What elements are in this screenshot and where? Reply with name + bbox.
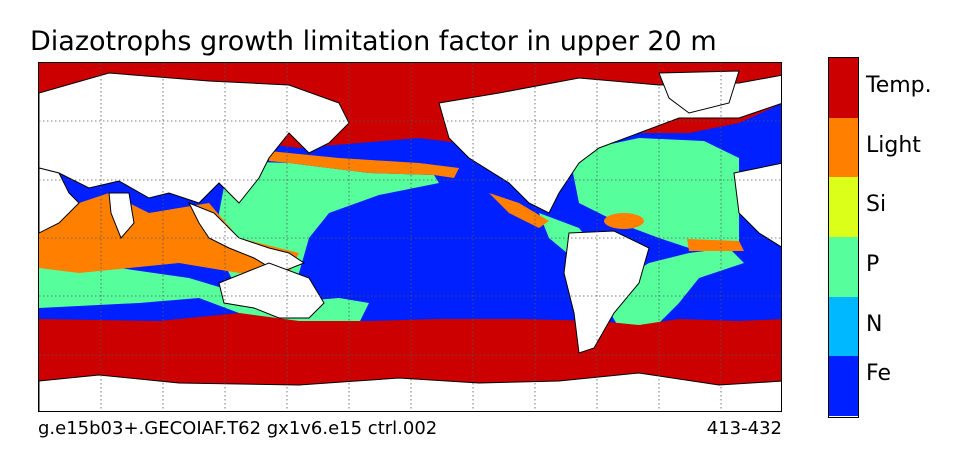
- p-region-north-atlantic: [569, 138, 739, 248]
- map-panel: [38, 62, 782, 412]
- colorbar-label-temp: Temp.: [866, 72, 932, 98]
- land-layer: [39, 70, 781, 411]
- light-region-north-pacific: [269, 151, 459, 178]
- light-region-atlantic: [489, 193, 549, 228]
- run-id-caption: g.e15b03+.GECOIAF.T62 gx1v6.e15 ctrl.002: [38, 418, 438, 439]
- colorbar-label-light: Light: [866, 132, 921, 158]
- colorbar-segment-light: [829, 117, 858, 178]
- colorbar-label-fe: Fe: [866, 361, 891, 387]
- colorbar-segment-temp: [829, 58, 858, 119]
- light-region-indian: [39, 193, 299, 273]
- colorbar-label-n: N: [866, 311, 883, 337]
- graticule: [39, 63, 781, 411]
- colorbar-label-p: P: [866, 251, 880, 277]
- colorbar-segment-p: [829, 237, 858, 298]
- map-title: Diazotrophs growth limitation factor in …: [30, 26, 717, 57]
- land-india: [108, 192, 135, 239]
- land-south-america: [563, 230, 650, 354]
- colorbar: [828, 57, 859, 418]
- light-region-atlantic-south: [687, 239, 744, 251]
- light-region-atlantic-spot: [604, 213, 644, 229]
- land-eurasia: [39, 72, 350, 204]
- p-region-south-atlantic: [599, 248, 744, 328]
- global-ocean-map: [39, 63, 781, 411]
- colorbar-segment-si: [829, 177, 858, 238]
- colorbar-segment-n: [829, 296, 858, 357]
- land-southeast-asia: [187, 202, 306, 274]
- colorbar-segment-fe: [829, 356, 858, 417]
- land-west-africa: [733, 162, 781, 248]
- land-australia: [218, 262, 325, 319]
- colorbar-label-si: Si: [866, 192, 887, 218]
- land-antarctica: [39, 372, 781, 411]
- land-africa: [39, 167, 80, 234]
- land-greenland: [658, 70, 740, 114]
- year-range-caption: 413-432: [706, 418, 782, 439]
